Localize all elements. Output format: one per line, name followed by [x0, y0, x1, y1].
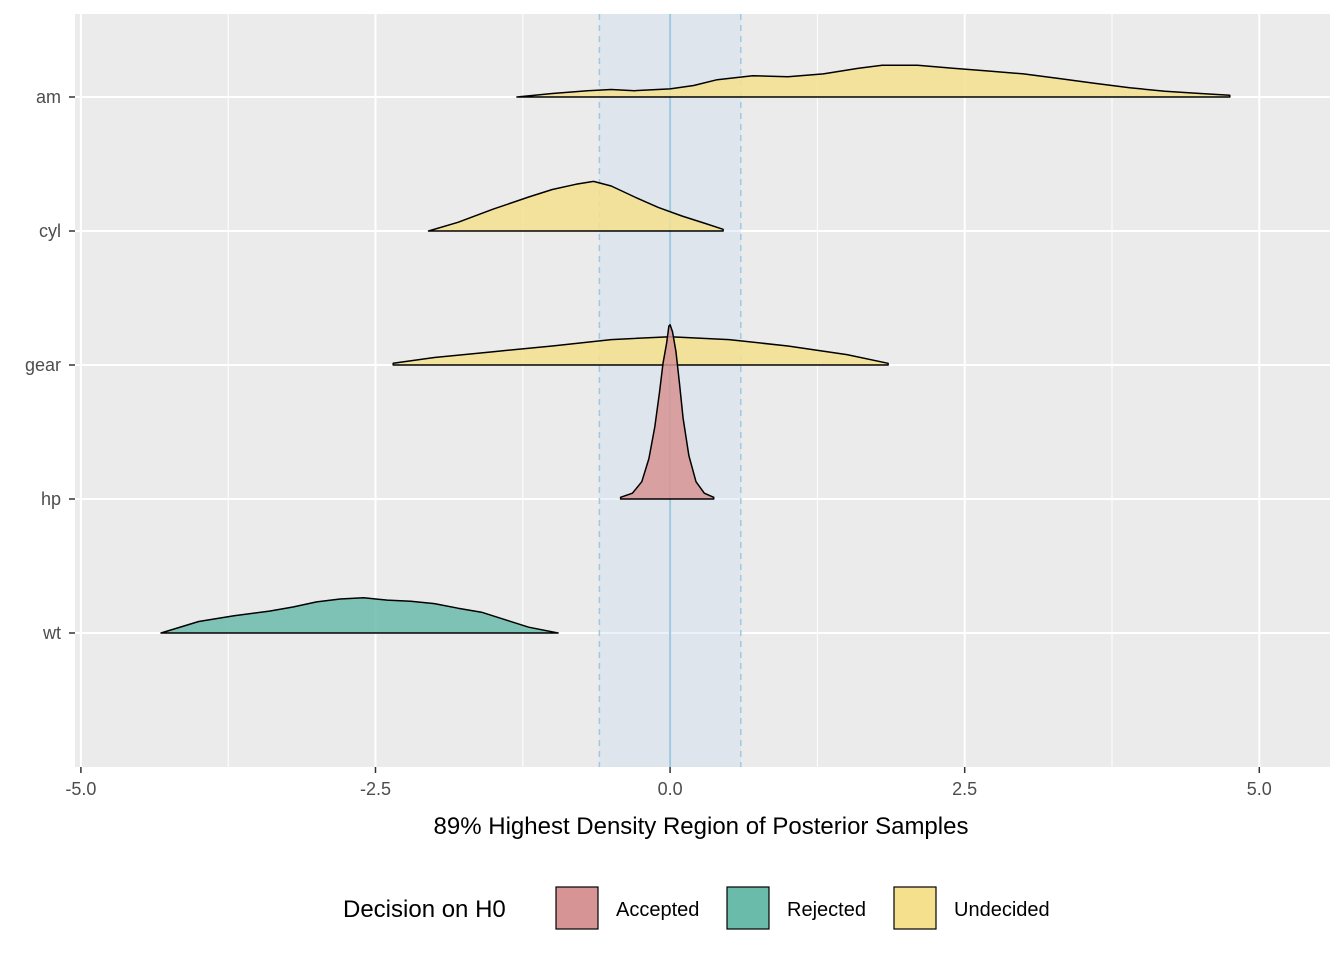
y-tick-label-wt: wt — [42, 623, 61, 643]
x-tick-label-1: -2.5 — [360, 779, 391, 799]
x-axis-title: 89% Highest Density Region of Posterior … — [434, 813, 969, 840]
y-tick-label-gear: gear — [25, 355, 61, 375]
legend-key-rejected — [726, 886, 770, 930]
legend-label-rejected: Rejected — [787, 899, 866, 921]
legend: Decision on H0 Accepted Rejected Undecided — [343, 886, 1050, 930]
y-axis: am cyl gear hp wt — [25, 87, 75, 643]
plot-panel — [75, 14, 1330, 767]
y-tick-label-am: am — [36, 87, 61, 107]
rope-region — [598, 14, 742, 767]
density-curves — [160, 64, 1231, 634]
x-axis: -5.0 -2.5 0.0 2.5 5.0 — [65, 767, 1272, 799]
legend-key-undecided — [893, 886, 937, 930]
legend-label-accepted: Accepted — [616, 899, 699, 921]
density-cyl — [427, 180, 724, 232]
legend-title: Decision on H0 — [343, 896, 506, 923]
density-am — [516, 64, 1231, 98]
y-tick-label-cyl: cyl — [39, 221, 61, 241]
x-tick-label-0: -5.0 — [65, 779, 96, 799]
x-tick-label-2: 0.0 — [658, 779, 683, 799]
legend-key-accepted — [555, 886, 599, 930]
x-tick-label-3: 2.5 — [952, 779, 977, 799]
y-tick-label-hp: hp — [41, 489, 61, 509]
density-wt — [160, 597, 559, 634]
legend-label-undecided: Undecided — [954, 899, 1050, 921]
density-hp — [619, 324, 715, 500]
x-tick-label-4: 5.0 — [1247, 779, 1272, 799]
